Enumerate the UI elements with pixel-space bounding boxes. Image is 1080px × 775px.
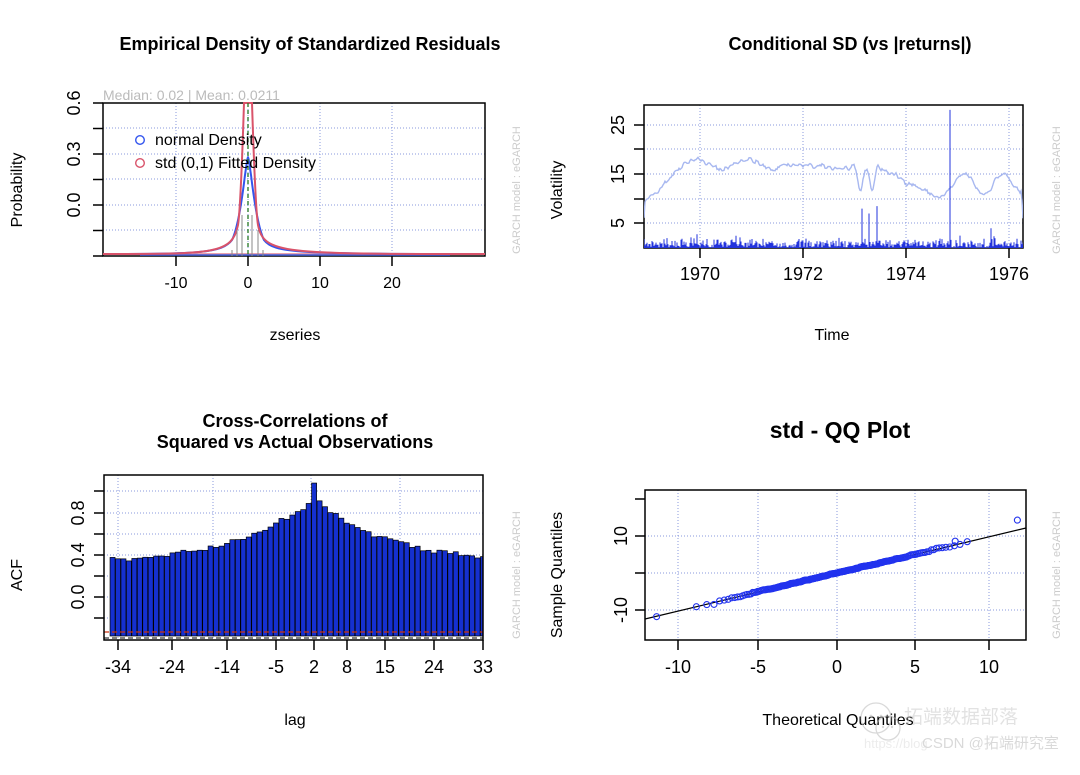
- svg-text:-5: -5: [268, 657, 284, 677]
- svg-text:0.0: 0.0: [64, 192, 84, 217]
- svg-text:GARCH model : eGARCH: GARCH model : eGARCH: [1051, 511, 1063, 639]
- svg-text:1976: 1976: [989, 264, 1029, 284]
- svg-text:-14: -14: [214, 657, 240, 677]
- svg-text:8: 8: [342, 657, 352, 677]
- svg-text:0.0: 0.0: [68, 584, 88, 609]
- svg-text:std (0,1) Fitted Density: std (0,1) Fitted Density: [155, 155, 316, 172]
- svg-text:2: 2: [309, 657, 319, 677]
- svg-text:GARCH model : eGARCH: GARCH model : eGARCH: [1051, 126, 1063, 254]
- svg-text:Volatility: Volatility: [549, 161, 566, 220]
- svg-text:0: 0: [832, 657, 842, 677]
- svg-text:Cross-Correlations of: Cross-Correlations of: [202, 411, 388, 431]
- svg-text:Probability: Probability: [9, 153, 26, 228]
- svg-text:Median: 0.02 | Mean: 0.0211: Median: 0.02 | Mean: 0.0211: [103, 87, 280, 103]
- svg-text:-10: -10: [665, 657, 691, 677]
- svg-text:Theoretical Quantiles: Theoretical Quantiles: [762, 712, 913, 729]
- svg-text:GARCH model : eGARCH: GARCH model : eGARCH: [511, 126, 523, 254]
- svg-text:Empirical Density of Standardi: Empirical Density of Standardized Residu…: [119, 34, 500, 54]
- svg-text:0.3: 0.3: [64, 141, 84, 166]
- svg-text:ACF: ACF: [9, 559, 26, 591]
- svg-text:24: 24: [424, 657, 444, 677]
- svg-text:1974: 1974: [886, 264, 926, 284]
- svg-text:normal Density: normal Density: [155, 132, 262, 149]
- svg-text:lag: lag: [284, 712, 305, 729]
- svg-text:zseries: zseries: [270, 327, 321, 344]
- svg-text:0.4: 0.4: [68, 542, 88, 567]
- svg-text:Conditional SD (vs |returns|): Conditional SD (vs |returns|): [728, 34, 971, 54]
- svg-text:-24: -24: [159, 657, 185, 677]
- svg-text:20: 20: [383, 275, 401, 292]
- svg-text:0: 0: [244, 275, 253, 292]
- svg-text:15: 15: [608, 164, 628, 184]
- svg-text:5: 5: [910, 657, 920, 677]
- svg-text:15: 15: [375, 657, 395, 677]
- svg-text:-10: -10: [611, 597, 631, 623]
- svg-text:10: 10: [979, 657, 999, 677]
- svg-text:0.6: 0.6: [64, 90, 84, 115]
- svg-text:1972: 1972: [783, 264, 823, 284]
- svg-text:GARCH model : eGARCH: GARCH model : eGARCH: [511, 511, 523, 639]
- svg-text:Squared vs Actual Observations: Squared vs Actual Observations: [157, 432, 433, 452]
- svg-text:std - QQ Plot: std - QQ Plot: [770, 417, 911, 443]
- svg-text:-10: -10: [164, 275, 187, 292]
- svg-text:1970: 1970: [680, 264, 720, 284]
- svg-text:0.8: 0.8: [68, 500, 88, 525]
- svg-text:10: 10: [611, 526, 631, 546]
- svg-text:-5: -5: [750, 657, 766, 677]
- svg-text:Time: Time: [815, 327, 850, 344]
- svg-text:25: 25: [608, 115, 628, 135]
- svg-text:-34: -34: [105, 657, 131, 677]
- svg-text:5: 5: [608, 218, 628, 228]
- svg-text:33: 33: [473, 657, 493, 677]
- svg-text:Sample Quantiles: Sample Quantiles: [549, 512, 566, 638]
- svg-text:10: 10: [311, 275, 329, 292]
